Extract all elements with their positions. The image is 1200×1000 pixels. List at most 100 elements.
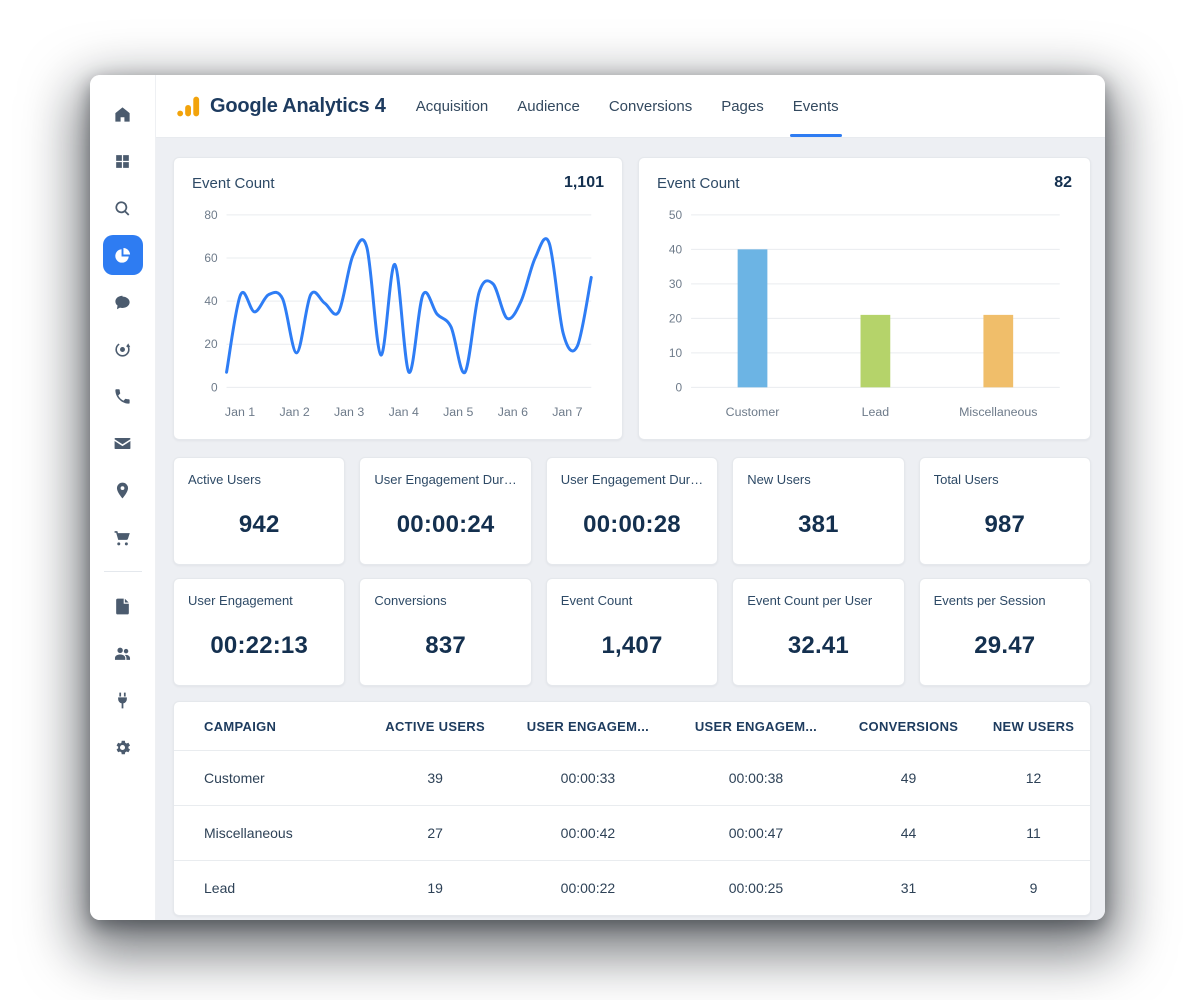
home-icon bbox=[113, 105, 132, 124]
table-cell: 49 bbox=[840, 750, 978, 806]
target-icon bbox=[113, 340, 132, 359]
gear-icon bbox=[113, 738, 132, 757]
stat-label: Conversions bbox=[374, 593, 447, 608]
stat-card-events-per-session: Events per Session 29.47 bbox=[918, 578, 1091, 686]
table-cell: 00:00:33 bbox=[503, 750, 672, 806]
main-nav: Acquisition Audience Conversions Pages Event… bbox=[415, 75, 842, 137]
table-cell: 27 bbox=[366, 805, 504, 861]
stat-card-total-users: Total Users 987 bbox=[918, 457, 1091, 565]
line-chart-card: Event Count 1,101 0 20 40 60 80 Jan 1 Jan 2 Jan… bbox=[173, 157, 623, 440]
table-cell: Miscellaneous bbox=[174, 805, 367, 861]
sidebar-item-integrations[interactable] bbox=[106, 685, 140, 715]
bar-chart[interactable]: 0 10 20 30 40 50 Customer Lead Miscellaneous bbox=[657, 201, 1072, 423]
svg-text:0: 0 bbox=[676, 380, 683, 394]
stat-label: User Engagement Duration... bbox=[374, 472, 516, 487]
table-row-lead[interactable]: Lead 19 00:00:22 00:00:25 31 9 bbox=[174, 860, 1090, 915]
table-header-cell[interactable]: NEW USERS bbox=[992, 718, 1075, 734]
line-chart[interactable]: 0 20 40 60 80 Jan 1 Jan 2 Jan 3 Jan 4 Jan 5 Jan 6 J… bbox=[192, 201, 604, 423]
sidebar-item-chat[interactable] bbox=[106, 287, 140, 317]
stat-label: User Engagement Duration... bbox=[560, 472, 703, 487]
chat-icon bbox=[113, 293, 132, 312]
svg-text:20: 20 bbox=[669, 311, 683, 325]
stat-value: 942 bbox=[238, 511, 280, 538]
sidebar-item-users[interactable] bbox=[106, 638, 140, 668]
bar-chart-title: Event Count bbox=[657, 174, 740, 192]
svg-text:30: 30 bbox=[669, 277, 683, 291]
sidebar-item-tracking[interactable] bbox=[106, 334, 140, 364]
sidebar-item-search[interactable] bbox=[106, 193, 140, 223]
table-header-row: CAMPAIGN ACTIVE USERS USER ENGAGEM... USER … bbox=[174, 702, 1090, 751]
line-chart-total: 1,101 bbox=[563, 174, 604, 191]
sidebar-item-analytics[interactable] bbox=[102, 235, 143, 275]
stat-label: Events per Session bbox=[933, 593, 1046, 608]
svg-text:Jan 2: Jan 2 bbox=[279, 405, 309, 419]
table-header-cell[interactable]: ACTIVE USERS bbox=[385, 718, 485, 734]
stat-value: 00:22:13 bbox=[210, 632, 309, 659]
svg-text:Miscellaneous: Miscellaneous bbox=[959, 405, 1037, 419]
stat-value: 837 bbox=[425, 632, 466, 659]
svg-text:40: 40 bbox=[669, 242, 683, 256]
sidebar-item-calls[interactable] bbox=[106, 381, 140, 411]
sidebar-item-apps[interactable] bbox=[106, 146, 140, 176]
tab-pages[interactable]: Pages bbox=[721, 97, 764, 115]
sidebar-item-store[interactable] bbox=[106, 522, 140, 552]
pie-chart-icon bbox=[113, 246, 132, 265]
sidebar-item-home[interactable] bbox=[106, 99, 140, 129]
table-cell: 44 bbox=[840, 805, 978, 861]
stat-value: 00:00:28 bbox=[583, 511, 681, 538]
app-window: Google Analytics 4 Acquisition Audience Co… bbox=[90, 75, 1105, 920]
sidebar-item-locations[interactable] bbox=[106, 475, 140, 505]
stat-card-active-users: Active Users 942 bbox=[173, 457, 346, 565]
stat-label: Active Users bbox=[188, 472, 261, 487]
sidebar-divider bbox=[103, 571, 142, 572]
table-row-customer[interactable]: Customer 39 00:00:33 00:00:38 49 12 bbox=[174, 750, 1090, 806]
document-icon bbox=[113, 597, 132, 616]
table-cell: 12 bbox=[977, 750, 1090, 806]
grid-icon bbox=[113, 152, 132, 171]
cart-icon bbox=[113, 528, 132, 547]
tab-audience[interactable]: Audience bbox=[517, 97, 580, 115]
table-cell: 39 bbox=[366, 750, 504, 806]
table-row-miscellaneous[interactable]: Miscellaneous 27 00:00:42 00:00:47 44 11 bbox=[174, 805, 1090, 861]
dashboard-content: Event Count 1,101 0 20 40 60 80 Jan 1 Jan 2 Jan… bbox=[156, 138, 1105, 920]
users-icon bbox=[113, 644, 132, 663]
stats-row-2: User Engagement 00:22:13 Conversions 837 Eve… bbox=[173, 578, 1091, 686]
stat-value: 29.47 bbox=[974, 632, 1036, 659]
sidebar-item-settings[interactable] bbox=[106, 732, 140, 762]
table-header-cell[interactable]: CONVERSIONS bbox=[858, 718, 959, 734]
table-cell: 11 bbox=[977, 805, 1090, 861]
stat-label: Total Users bbox=[933, 472, 999, 487]
mail-icon bbox=[113, 434, 132, 453]
table-cell: 9 bbox=[977, 860, 1090, 915]
table-cell: Customer bbox=[174, 750, 367, 806]
svg-text:Jan 5: Jan 5 bbox=[443, 405, 473, 419]
table-cell: 19 bbox=[366, 860, 504, 915]
svg-text:Customer: Customer bbox=[726, 405, 780, 419]
stat-card-event-count: Event Count 1,407 bbox=[545, 578, 719, 686]
stat-card-event-count-per-user: Event Count per User 32.41 bbox=[732, 578, 905, 686]
tab-acquisition[interactable]: Acquisition bbox=[415, 97, 489, 115]
svg-text:10: 10 bbox=[669, 346, 683, 360]
sidebar-item-documents[interactable] bbox=[106, 591, 140, 621]
header: Google Analytics 4 Acquisition Audience Co… bbox=[156, 75, 1105, 138]
brand[interactable]: Google Analytics 4 bbox=[176, 94, 386, 119]
sidebar bbox=[90, 75, 155, 920]
stat-label: Event Count bbox=[560, 593, 633, 608]
stat-card-conversions: Conversions 837 bbox=[359, 578, 532, 686]
svg-text:60: 60 bbox=[204, 251, 218, 265]
table-header-cell[interactable]: USER ENGAGEM... bbox=[694, 718, 818, 734]
bar-chart-total: 82 bbox=[1054, 174, 1072, 191]
tab-conversions[interactable]: Conversions bbox=[608, 97, 693, 115]
table-header-cell[interactable]: USER ENGAGEM... bbox=[526, 718, 650, 734]
stat-value: 00:00:24 bbox=[396, 511, 495, 538]
stat-card-user-engagement-duration: User Engagement Duration... 00:00:24 bbox=[359, 457, 532, 565]
stat-label: Event Count per User bbox=[747, 593, 873, 608]
stat-label: New Users bbox=[747, 472, 811, 487]
campaign-table: CAMPAIGN ACTIVE USERS USER ENGAGEM... USER … bbox=[174, 702, 1090, 915]
svg-text:20: 20 bbox=[204, 337, 218, 351]
svg-text:Jan 4: Jan 4 bbox=[389, 405, 419, 419]
sidebar-item-mail[interactable] bbox=[106, 428, 140, 458]
tab-events[interactable]: Events bbox=[789, 75, 842, 137]
table-header-cell[interactable]: CAMPAIGN bbox=[204, 718, 277, 734]
analytics-logo-icon bbox=[176, 94, 201, 119]
